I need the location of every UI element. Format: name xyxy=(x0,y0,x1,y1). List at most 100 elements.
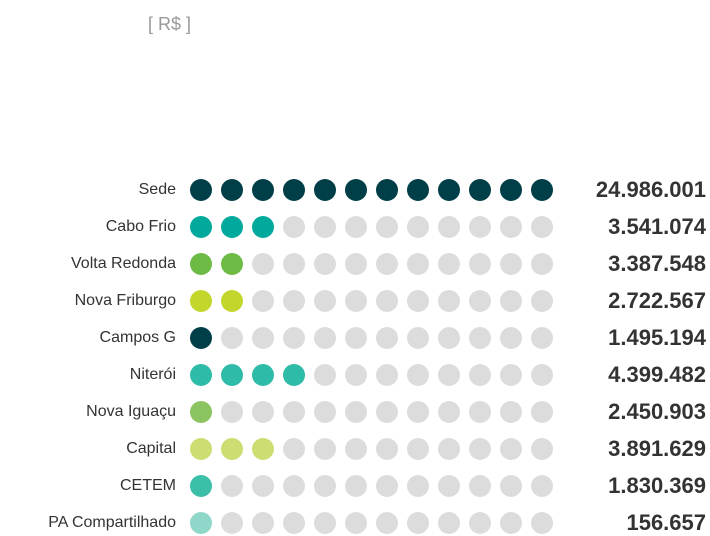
empty-dot xyxy=(407,475,429,497)
empty-dot xyxy=(283,290,305,312)
value-label: 3.541.074 xyxy=(608,214,707,239)
value-label: 1.830.369 xyxy=(608,473,706,498)
empty-dot xyxy=(531,438,553,460)
filled-dot xyxy=(376,179,398,201)
filled-dot xyxy=(283,179,305,201)
empty-dot xyxy=(345,512,367,534)
filled-dot xyxy=(221,216,243,238)
row-label: Nova Friburgo xyxy=(75,292,176,309)
empty-dot xyxy=(283,438,305,460)
filled-dot xyxy=(252,438,274,460)
filled-dot xyxy=(221,290,243,312)
empty-dot xyxy=(500,216,522,238)
value-label: 2.450.903 xyxy=(608,399,706,424)
empty-dot xyxy=(469,475,491,497)
empty-dot xyxy=(500,512,522,534)
empty-dot xyxy=(376,290,398,312)
empty-dot xyxy=(283,512,305,534)
empty-dot xyxy=(345,401,367,423)
empty-dot xyxy=(407,216,429,238)
empty-dot xyxy=(469,512,491,534)
empty-dot xyxy=(407,290,429,312)
empty-dot xyxy=(438,475,460,497)
value-label: 4.399.482 xyxy=(608,362,706,387)
empty-dot xyxy=(345,253,367,275)
filled-dot xyxy=(221,438,243,460)
empty-dot xyxy=(407,401,429,423)
empty-dot xyxy=(500,438,522,460)
empty-dot xyxy=(252,401,274,423)
value-label: 3.891.629 xyxy=(608,436,706,461)
filled-dot xyxy=(283,364,305,386)
row-label: PA Compartilhado xyxy=(48,514,176,531)
filled-dot xyxy=(252,179,274,201)
row-label: CETEM xyxy=(120,477,176,494)
row-label: Sede xyxy=(139,181,176,198)
empty-dot xyxy=(314,475,336,497)
empty-dot xyxy=(500,253,522,275)
empty-dot xyxy=(376,401,398,423)
empty-dot xyxy=(376,512,398,534)
row-label: Capital xyxy=(126,440,176,457)
empty-dot xyxy=(221,512,243,534)
empty-dot xyxy=(438,327,460,349)
filled-dot xyxy=(190,290,212,312)
filled-dot xyxy=(190,475,212,497)
empty-dot xyxy=(469,364,491,386)
empty-dot xyxy=(252,512,274,534)
empty-dot xyxy=(252,475,274,497)
empty-dot xyxy=(252,253,274,275)
empty-dot xyxy=(314,438,336,460)
filled-dot xyxy=(407,179,429,201)
empty-dot xyxy=(221,327,243,349)
empty-dot xyxy=(438,290,460,312)
empty-dot xyxy=(469,401,491,423)
empty-dot xyxy=(376,327,398,349)
empty-dot xyxy=(376,475,398,497)
filled-dot xyxy=(221,179,243,201)
empty-dot xyxy=(376,364,398,386)
empty-dot xyxy=(531,216,553,238)
empty-dot xyxy=(531,364,553,386)
empty-dot xyxy=(345,327,367,349)
empty-dot xyxy=(500,327,522,349)
filled-dot xyxy=(438,179,460,201)
empty-dot xyxy=(221,475,243,497)
empty-dot xyxy=(531,253,553,275)
empty-dot xyxy=(438,253,460,275)
empty-dot xyxy=(500,364,522,386)
empty-dot xyxy=(376,253,398,275)
empty-dot xyxy=(345,364,367,386)
row-label: Campos G xyxy=(100,329,176,346)
filled-dot xyxy=(190,253,212,275)
row-label: Cabo Frio xyxy=(106,218,176,235)
empty-dot xyxy=(469,438,491,460)
filled-dot xyxy=(500,179,522,201)
row-label: Niterói xyxy=(130,366,176,383)
empty-dot xyxy=(469,327,491,349)
empty-dot xyxy=(252,290,274,312)
empty-dot xyxy=(500,290,522,312)
filled-dot xyxy=(190,512,212,534)
filled-dot xyxy=(531,179,553,201)
empty-dot xyxy=(345,475,367,497)
value-label: 156.657 xyxy=(626,510,706,535)
row-label: Nova Iguaçu xyxy=(86,403,176,420)
empty-dot xyxy=(531,512,553,534)
filled-dot xyxy=(345,179,367,201)
empty-dot xyxy=(438,401,460,423)
filled-dot xyxy=(190,438,212,460)
empty-dot xyxy=(345,290,367,312)
filled-dot xyxy=(190,327,212,349)
empty-dot xyxy=(314,327,336,349)
empty-dot xyxy=(314,253,336,275)
empty-dot xyxy=(252,327,274,349)
filled-dot xyxy=(469,179,491,201)
empty-dot xyxy=(438,364,460,386)
empty-dot xyxy=(438,216,460,238)
filled-dot xyxy=(221,364,243,386)
empty-dot xyxy=(345,438,367,460)
empty-dot xyxy=(531,401,553,423)
empty-dot xyxy=(500,401,522,423)
